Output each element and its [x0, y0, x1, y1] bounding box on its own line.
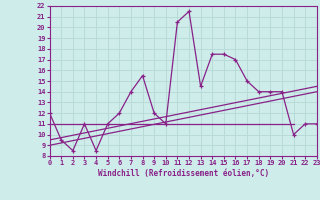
- X-axis label: Windchill (Refroidissement éolien,°C): Windchill (Refroidissement éolien,°C): [98, 169, 269, 178]
